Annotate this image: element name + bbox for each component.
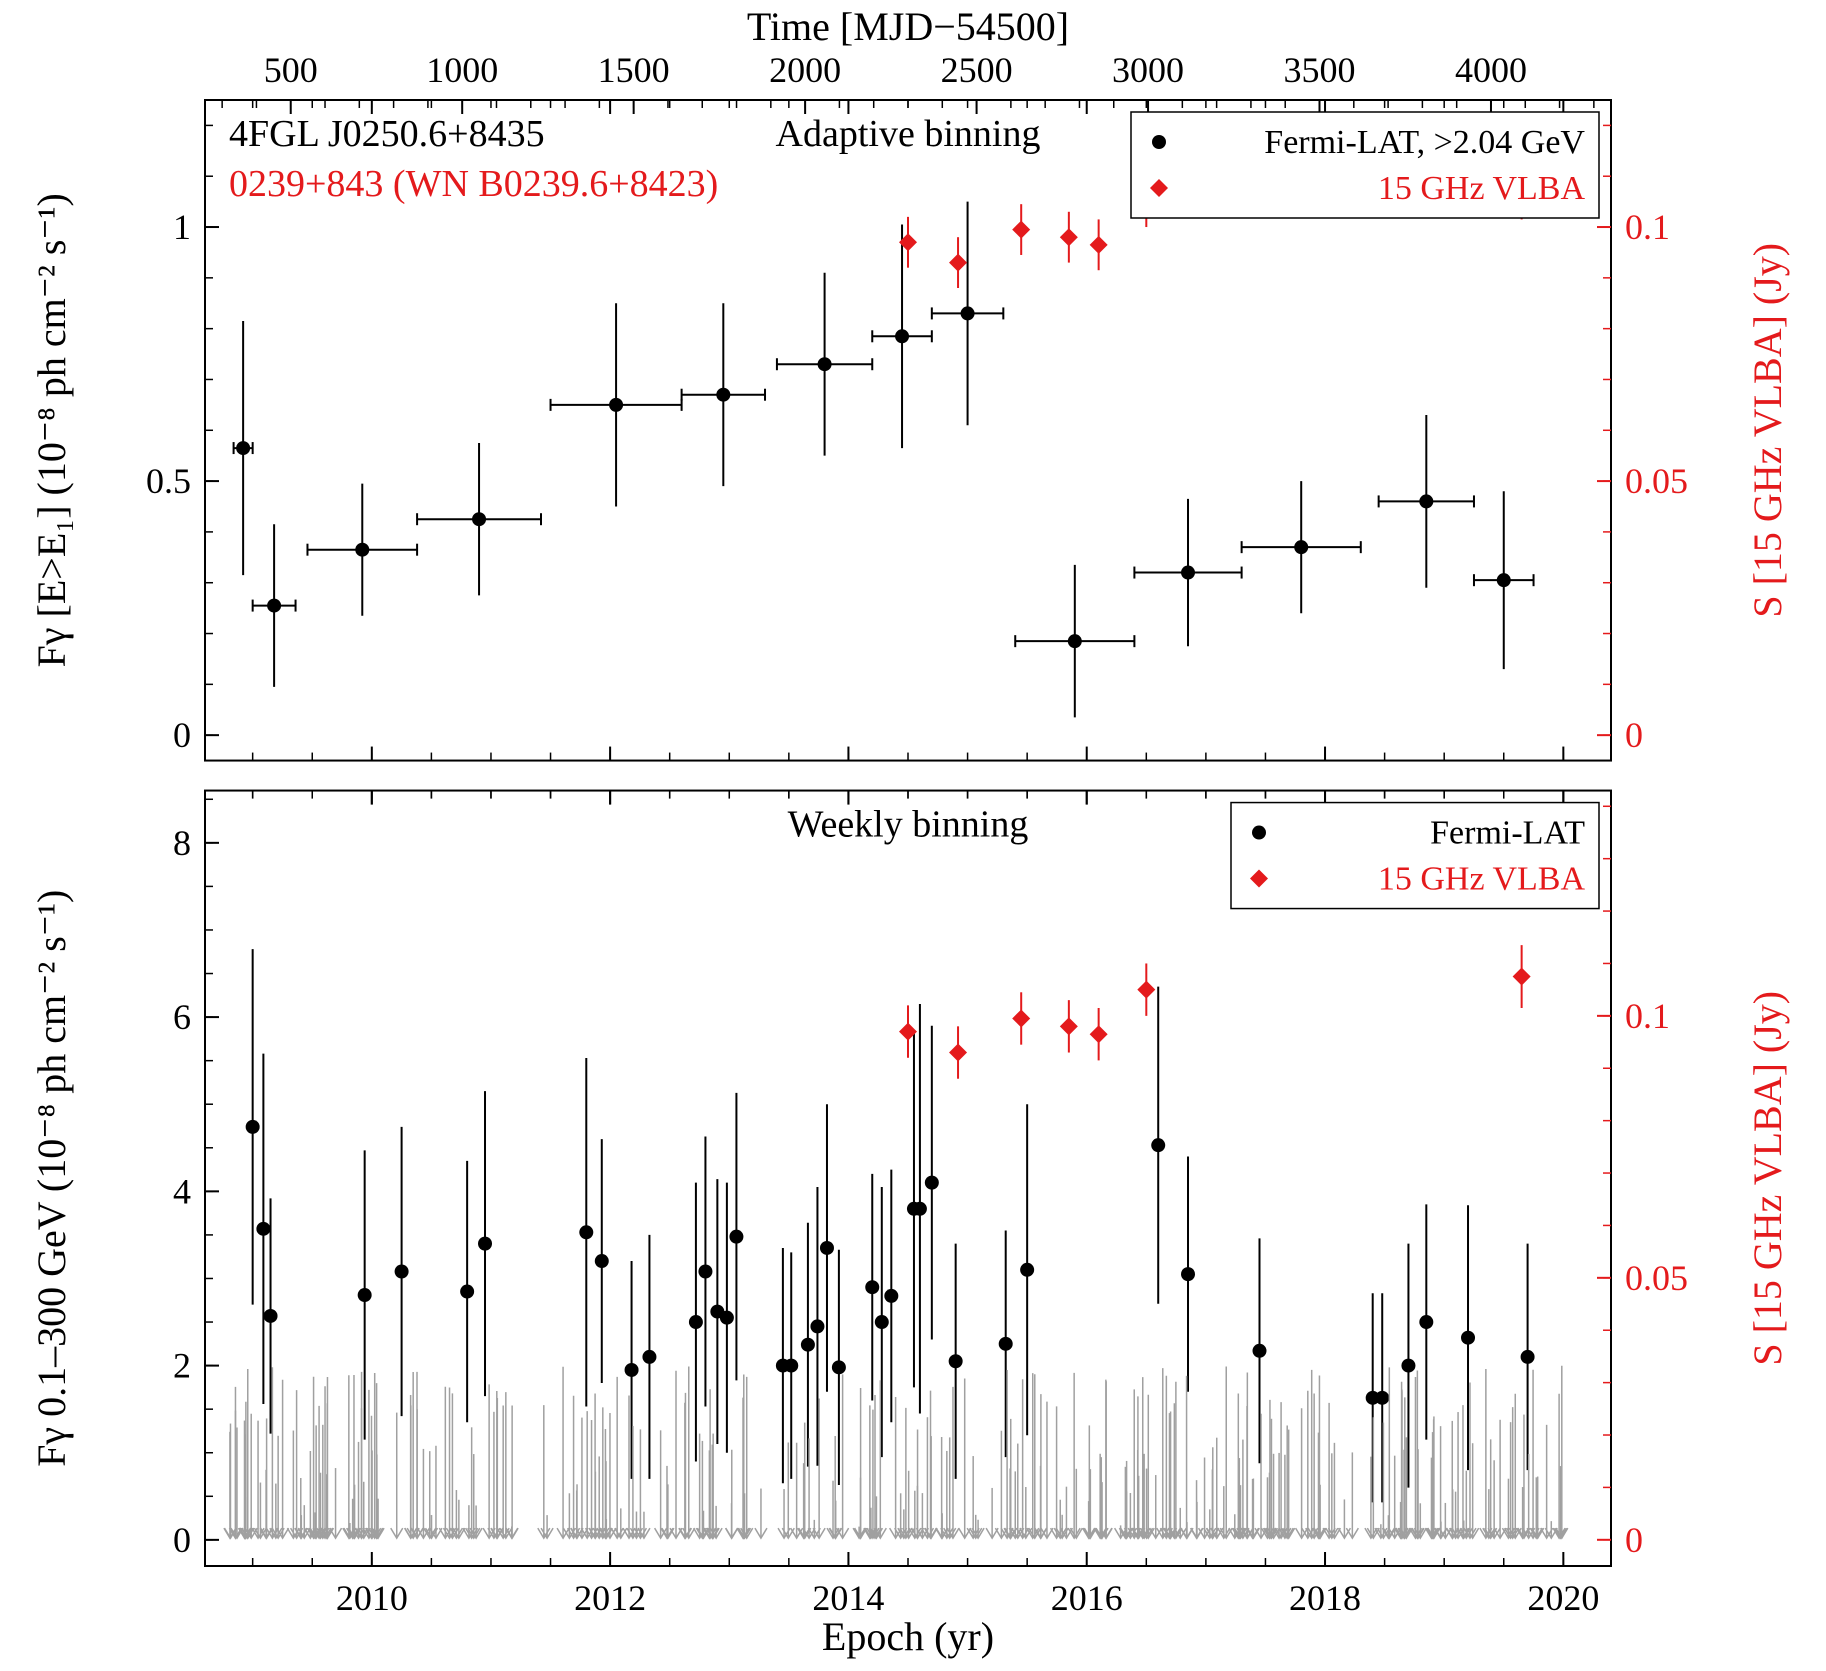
- panel-weekly: [246, 945, 1535, 1502]
- svg-text:1000: 1000: [426, 50, 498, 90]
- svg-text:0.1: 0.1: [1625, 207, 1670, 247]
- svg-text:2010: 2010: [336, 1578, 408, 1618]
- svg-text:1: 1: [173, 207, 191, 247]
- svg-text:Epoch (yr): Epoch (yr): [822, 1614, 994, 1659]
- svg-text:Fγ 0.1–300 GeV (10⁻⁸ ph cm⁻² s: Fγ 0.1–300 GeV (10⁻⁸ ph cm⁻² s⁻¹): [29, 890, 74, 1467]
- svg-text:2018: 2018: [1289, 1578, 1361, 1618]
- svg-text:2500: 2500: [941, 50, 1013, 90]
- chart-svg: 500 1000 1500 2000 2500 3000 3500 4000 0 0.5 1 0 0.0…: [0, 0, 1826, 1671]
- svg-text:0.1: 0.1: [1625, 996, 1670, 1036]
- svg-text:8: 8: [173, 823, 191, 863]
- svg-text:500: 500: [264, 50, 318, 90]
- svg-text:0: 0: [173, 715, 191, 755]
- svg-text:0.05: 0.05: [1625, 1258, 1688, 1298]
- svg-text:0239+843 (WN B0239.6+8423): 0239+843 (WN B0239.6+8423): [229, 163, 718, 205]
- svg-text:3500: 3500: [1284, 50, 1356, 90]
- svg-text:Fermi-LAT: Fermi-LAT: [1430, 815, 1585, 852]
- svg-text:S [15 GHz VLBA] (Jy): S [15 GHz VLBA] (Jy): [1745, 243, 1790, 618]
- svg-text:S [15 GHz VLBA] (Jy): S [15 GHz VLBA] (Jy): [1745, 991, 1790, 1366]
- svg-text:2020: 2020: [1527, 1578, 1599, 1618]
- svg-text:0: 0: [1625, 715, 1643, 755]
- svg-text:4FGL J0250.6+8435: 4FGL J0250.6+8435: [229, 113, 545, 155]
- svg-text:4: 4: [173, 1171, 191, 1211]
- svg-text:2: 2: [173, 1346, 191, 1386]
- svg-text:0: 0: [173, 1520, 191, 1560]
- svg-text:Fγ [E>E₁] (10⁻⁸ ph cm⁻² s⁻¹): Fγ [E>E₁] (10⁻⁸ ph cm⁻² s⁻¹): [29, 193, 74, 667]
- svg-text:6: 6: [173, 997, 191, 1037]
- svg-text:Adaptive binning: Adaptive binning: [776, 113, 1041, 155]
- svg-text:2016: 2016: [1051, 1578, 1123, 1618]
- svg-text:15 GHz VLBA: 15 GHz VLBA: [1378, 170, 1586, 207]
- svg-text:2014: 2014: [812, 1578, 884, 1618]
- svg-text:Time [MJD−54500]: Time [MJD−54500]: [747, 4, 1069, 49]
- svg-text:Weekly binning: Weekly binning: [788, 804, 1029, 846]
- svg-text:0.5: 0.5: [146, 461, 191, 501]
- svg-text:2000: 2000: [769, 50, 841, 90]
- upper-limits: [224, 1366, 1568, 1538]
- svg-text:2012: 2012: [574, 1578, 646, 1618]
- svg-text:0.05: 0.05: [1625, 461, 1688, 501]
- svg-text:15 GHz VLBA: 15 GHz VLBA: [1378, 861, 1586, 898]
- svg-text:Fermi-LAT, >2.04 GeV: Fermi-LAT, >2.04 GeV: [1264, 124, 1585, 161]
- svg-text:1500: 1500: [598, 50, 670, 90]
- svg-text:3000: 3000: [1112, 50, 1184, 90]
- figure: { "dims":{"w":1826,"h":1671}, "margins":…: [0, 0, 1826, 1671]
- svg-text:4000: 4000: [1455, 50, 1527, 90]
- panel-adaptive: [234, 158, 1534, 717]
- svg-text:0: 0: [1625, 1520, 1643, 1560]
